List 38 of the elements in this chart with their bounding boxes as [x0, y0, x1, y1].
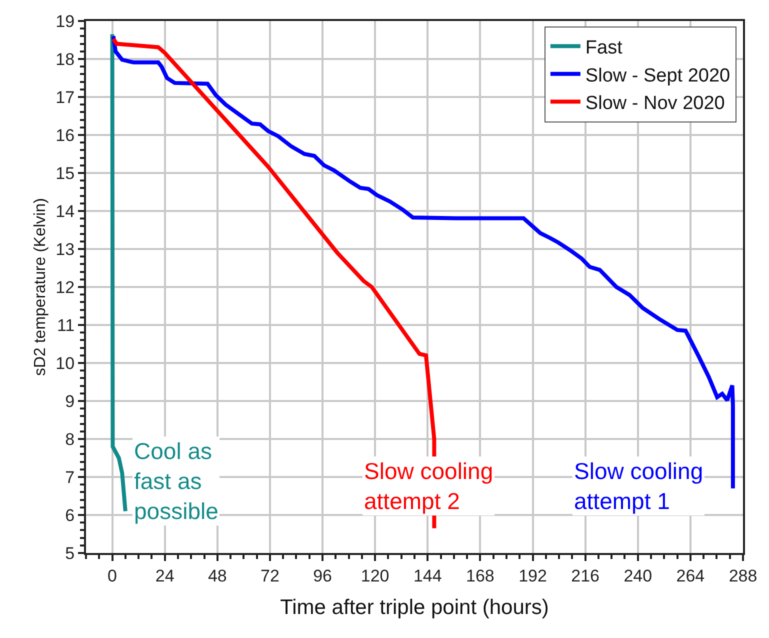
y-tick-label: 10	[56, 354, 75, 373]
x-tick-label: 0	[108, 566, 118, 586]
line-series	[111, 34, 735, 490]
legend-label: Slow - Nov 2020	[585, 92, 725, 114]
x-tick-label: 264	[676, 566, 705, 586]
y-tick-label: 15	[56, 164, 75, 183]
x-tick-label: 24	[155, 566, 174, 586]
x-tick-label: 48	[208, 566, 227, 586]
x-tick-label: 288	[728, 566, 758, 586]
x-tick-label: 72	[260, 566, 280, 586]
y-tick-label: 19	[56, 12, 75, 31]
y-tick-label: 12	[56, 278, 75, 297]
y-tick-label: 17	[56, 88, 75, 107]
x-axis-title: Time after triple point (hours)	[280, 596, 549, 620]
x-tick-label: 168	[466, 566, 494, 586]
x-tick-label: 144	[413, 566, 442, 586]
x-tick-label: 120	[360, 566, 390, 586]
x-tick-label: 216	[571, 566, 600, 586]
y-tick-label: 14	[56, 202, 75, 221]
y-tick-label: 5	[65, 544, 75, 563]
legend-label: Slow - Sept 2020	[585, 65, 730, 86]
y-tick-label: 11	[56, 316, 75, 335]
annotation: Slow cooling attempt 1	[574, 458, 704, 514]
line-series	[110, 32, 128, 514]
x-tick-label: 96	[313, 566, 332, 586]
legend-label: Fast	[585, 38, 624, 59]
y-tick-label: 18	[56, 50, 75, 69]
y-tick-label: 16	[56, 126, 75, 145]
y-tick-label: 7	[65, 468, 75, 487]
y-tick-label: 9	[65, 392, 75, 411]
y-tick-label: 8	[65, 430, 75, 449]
y-tick-label: 13	[56, 240, 75, 259]
x-tick-label: 192	[518, 566, 547, 586]
annotation: Slow cooling attempt 2	[364, 458, 494, 514]
x-tick-label: 240	[624, 566, 652, 586]
y-tick-label: 6	[65, 506, 75, 525]
y-axis-title: sD2 temperature (Kelvin)	[32, 198, 50, 376]
annotation: Cool as fast as possible	[134, 438, 218, 524]
